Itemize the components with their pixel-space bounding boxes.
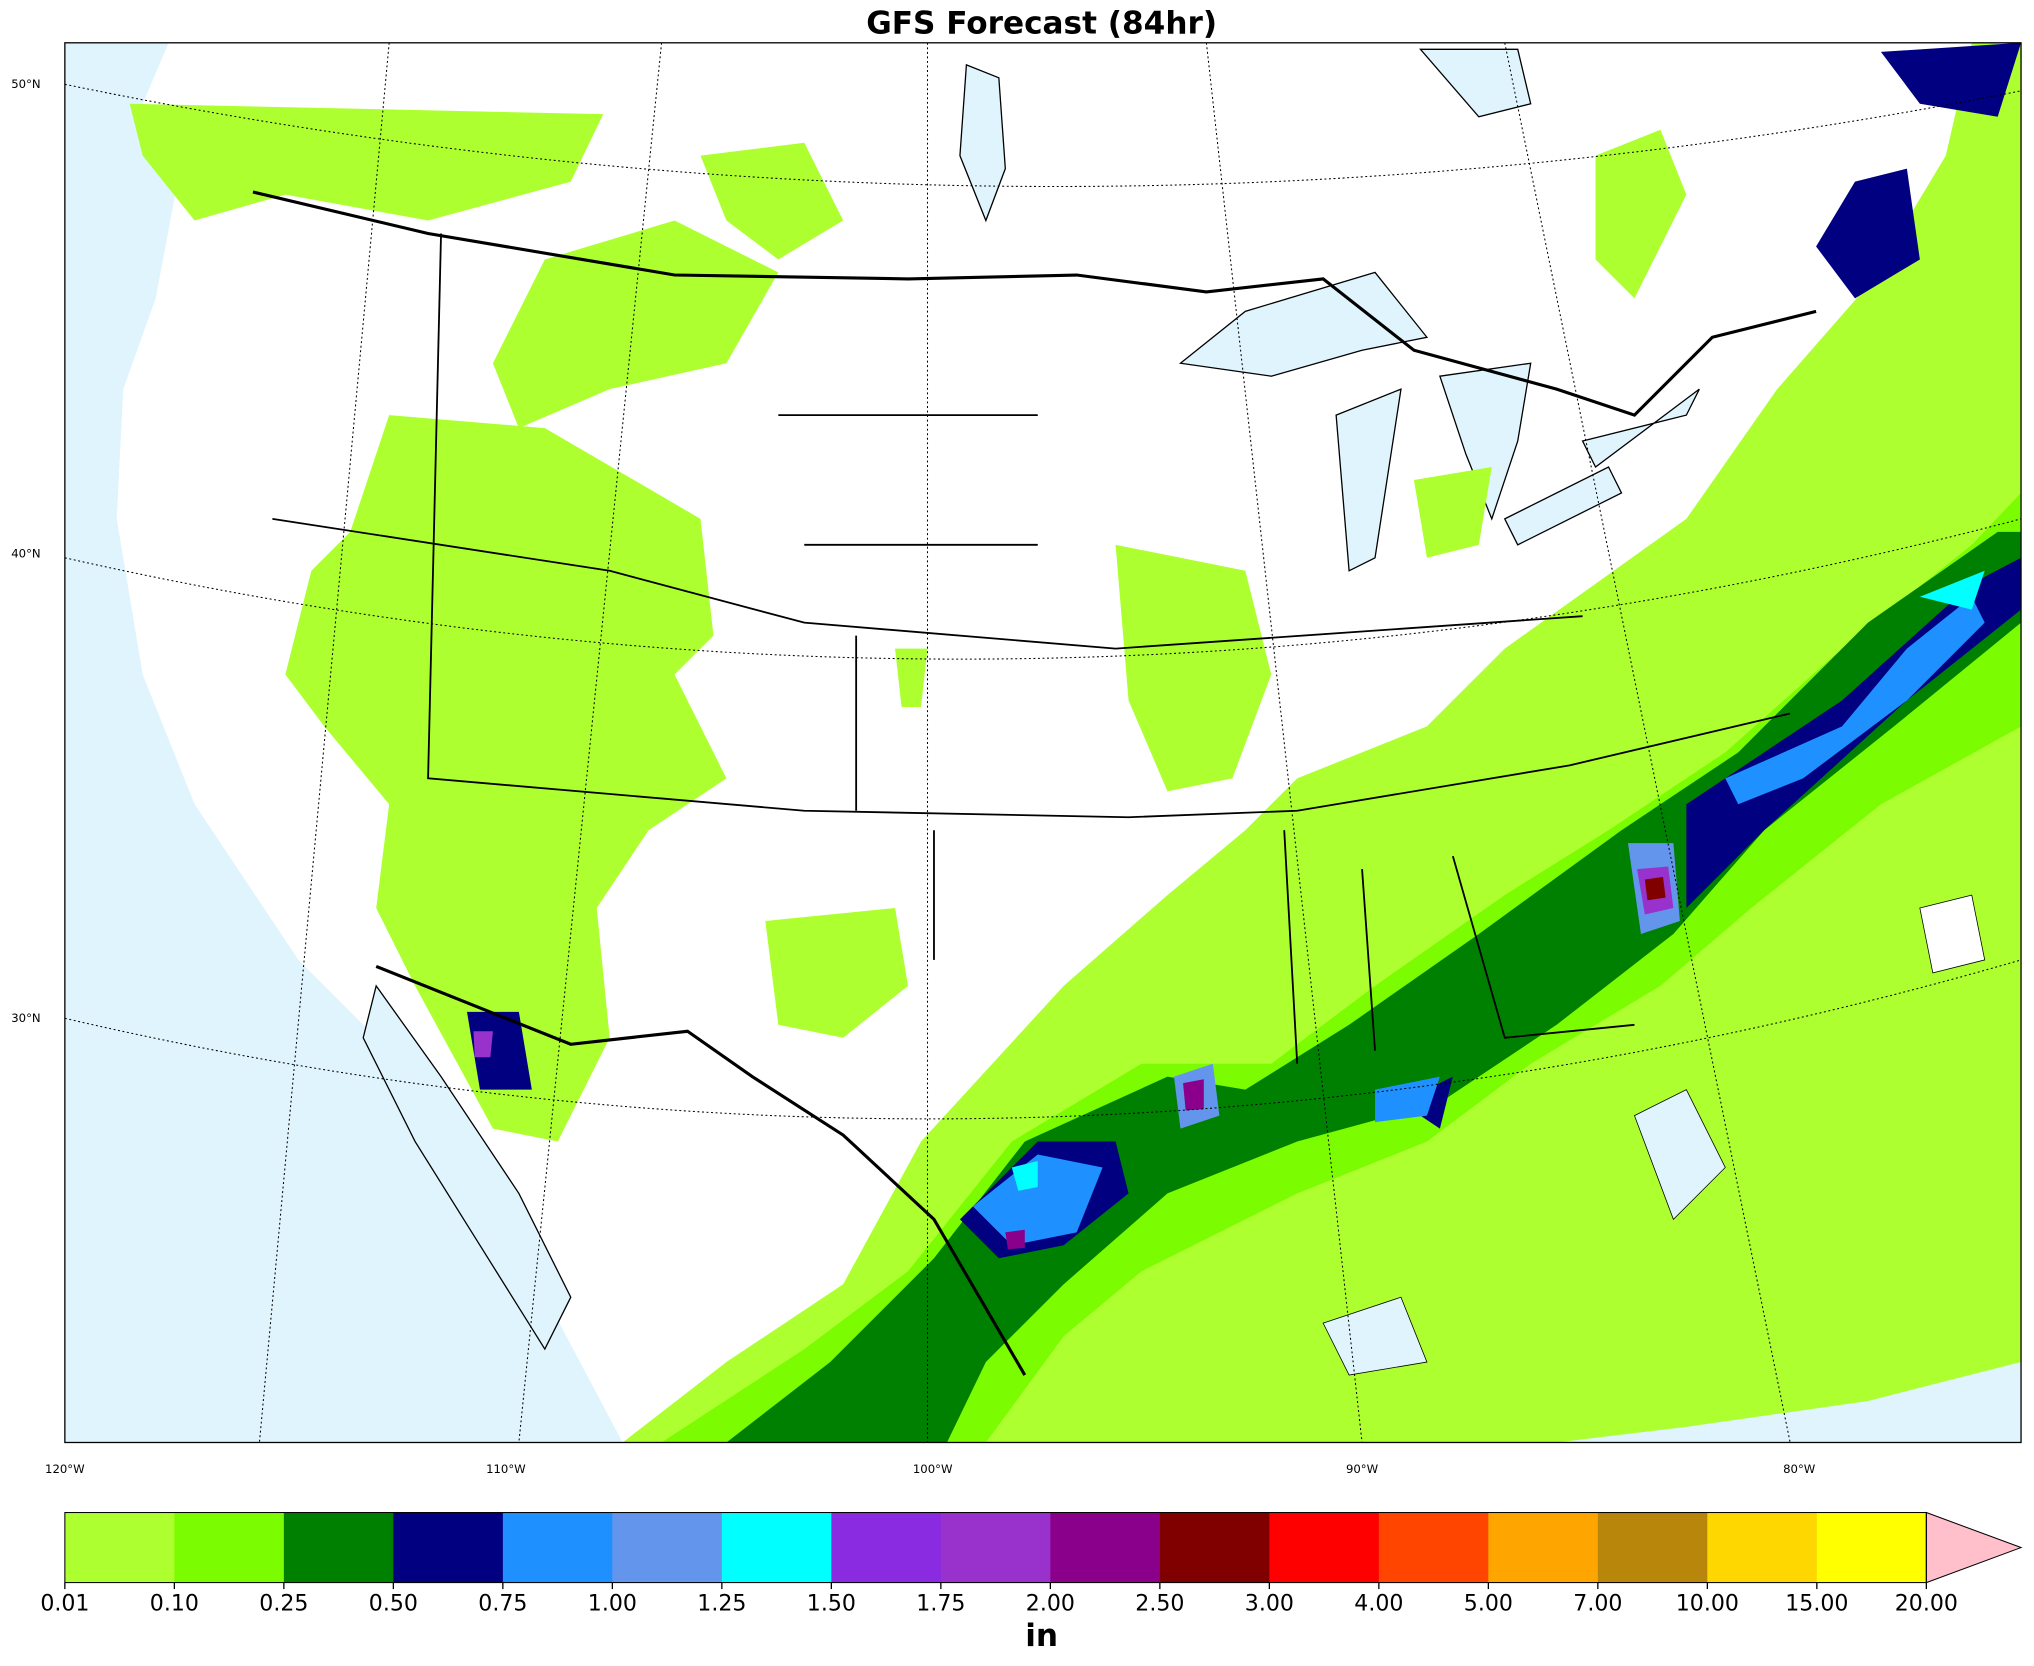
colorbar-bin [721, 1512, 833, 1583]
map-title: GFS Forecast (84hr) [866, 6, 1217, 42]
longitude-label: 110°W [486, 1462, 526, 1476]
colorbar-tick-label: 1.75 [916, 1592, 965, 1617]
colorbar-tick-label: 5.00 [1464, 1592, 1513, 1617]
colorbar-tick-label: 2.00 [1026, 1592, 1075, 1617]
colorbar-tick-label: 0.10 [150, 1592, 199, 1617]
colorbar-tick-label: 7.00 [1573, 1592, 1622, 1617]
colorbar-tick-label: 1.00 [588, 1592, 637, 1617]
longitude-label: 100°W [913, 1462, 953, 1476]
colorbar-bin [393, 1512, 504, 1583]
colorbar-tick-label: 20.00 [1895, 1592, 1958, 1617]
colorbar-bin [502, 1512, 614, 1583]
colorbar-bin [1159, 1512, 1270, 1583]
coordinate-labels: 50°N 40°N 30°N 120°W 110°W 100°W 90°W 80°W [11, 77, 1816, 1476]
colorbar-bin [283, 1512, 395, 1583]
colorbar-tick-label: 0.75 [478, 1592, 527, 1617]
colorbar-tick-label: 3.00 [1245, 1592, 1294, 1617]
colorbar-bin [1816, 1512, 1927, 1583]
colorbar-tick-label: 1.25 [697, 1592, 746, 1617]
colorbar: 0.01 0.10 0.25 0.50 0.75 1.00 1.25 1.50 1.75 2.00… [40, 1511, 2023, 1617]
colorbar-tick-label: 1.50 [807, 1592, 856, 1617]
colorbar-unit: in [1025, 1618, 1058, 1654]
longitude-label: 90°W [1346, 1462, 1379, 1476]
colorbar-bin [831, 1512, 942, 1583]
longitude-label: 80°W [1783, 1462, 1816, 1476]
colorbar-bin [1269, 1512, 1380, 1583]
colorbar-tick-label: 0.50 [369, 1592, 418, 1617]
colorbar-bin [1597, 1512, 1708, 1583]
map [64, 42, 2022, 1443]
colorbar-tick-label: 15.00 [1785, 1592, 1848, 1617]
longitude-label: 120°W [45, 1462, 85, 1476]
colorbar-bin [1488, 1512, 1599, 1583]
colorbar-tick-label: 2.50 [1135, 1592, 1184, 1617]
colorbar-tick-label: 0.01 [40, 1592, 89, 1617]
colorbar-bin [174, 1512, 285, 1583]
colorbar-tick-label: 0.25 [259, 1592, 308, 1617]
map-frame [64, 42, 2022, 1444]
latitude-label: 30°N [11, 1011, 40, 1025]
colorbar-bin [940, 1512, 1051, 1583]
colorbar-bin [64, 1512, 176, 1583]
colorbar-tick-label: 10.00 [1676, 1592, 1739, 1617]
colorbar-bin [612, 1512, 723, 1583]
colorbar-bin [1050, 1512, 1161, 1583]
colorbar-bin [1378, 1512, 1489, 1583]
colorbar-frame [64, 1512, 1927, 1584]
colorbar-extension [1925, 1511, 2023, 1584]
colorbar-bin [1707, 1512, 1818, 1583]
latitude-label: 50°N [11, 77, 40, 91]
latitude-label: 40°N [11, 546, 40, 560]
colorbar-tick-label: 4.00 [1354, 1592, 1403, 1617]
figure: GFS Forecast (84hr) [11, 6, 2023, 1654]
